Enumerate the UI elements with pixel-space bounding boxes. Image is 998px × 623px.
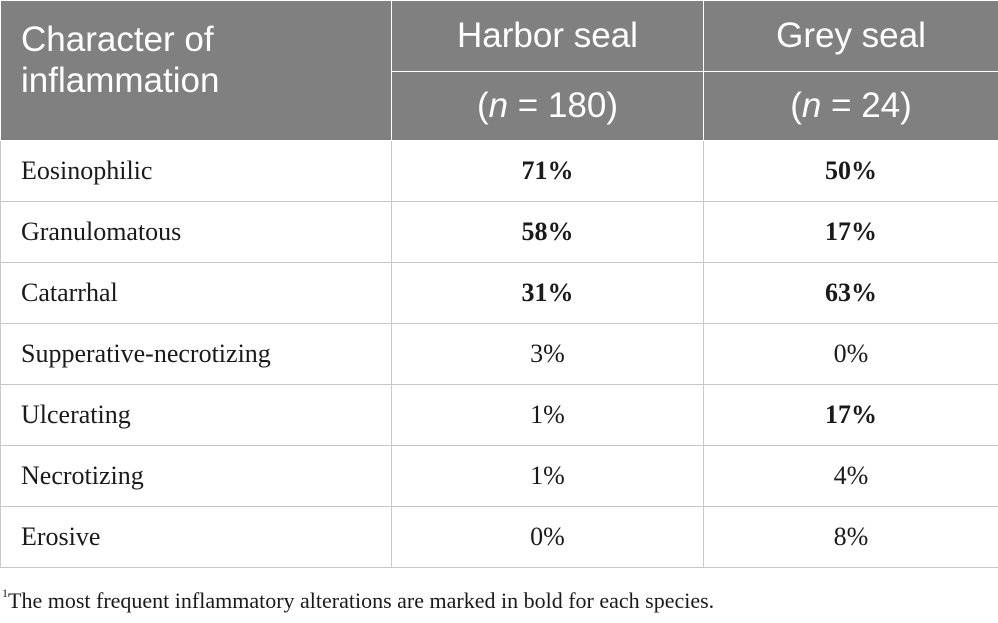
header-grey-seal-n: (n = 24) xyxy=(703,71,998,141)
table-row: Ulcerating 1% 17% xyxy=(0,384,998,446)
row-label: Erosive xyxy=(0,506,392,568)
n-symbol: n xyxy=(801,86,822,125)
grey-seal-value: 50% xyxy=(703,140,998,202)
footnote-text: The most frequent inflammatory alteratio… xyxy=(8,588,715,613)
harbor-seal-value: 58% xyxy=(391,201,704,263)
paren-open: ( xyxy=(476,86,489,125)
row-label: Necrotizing xyxy=(0,445,392,507)
row-label: Granulomatous xyxy=(0,201,392,263)
header-grey-seal: Grey seal xyxy=(703,0,998,72)
harbor-seal-value: 3% xyxy=(391,323,704,385)
table-row: Erosive 0% 8% xyxy=(0,506,998,568)
grey-seal-value: 63% xyxy=(703,262,998,324)
header-harbor-seal-n: (n = 180) xyxy=(391,71,704,141)
row-label: Catarrhal xyxy=(0,262,392,324)
table-row: Catarrhal 31% 63% xyxy=(0,262,998,324)
grey-seal-value: 4% xyxy=(703,445,998,507)
grey-seal-value: 0% xyxy=(703,323,998,385)
harbor-seal-value: 71% xyxy=(391,140,704,202)
harbor-seal-value: 1% xyxy=(391,445,704,507)
table-footnote: 1The most frequent inflammatory alterati… xyxy=(2,586,715,614)
n-value: = 180) xyxy=(508,86,619,125)
header-harbor-seal: Harbor seal xyxy=(391,0,704,72)
grey-seal-value: 17% xyxy=(703,384,998,446)
footnote-marker: 1 xyxy=(2,586,8,600)
grey-seal-value: 17% xyxy=(703,201,998,263)
table-header: Character of inflammation Harbor seal Gr… xyxy=(0,0,998,141)
n-value: = 24) xyxy=(821,86,912,125)
row-label: Ulcerating xyxy=(0,384,392,446)
harbor-seal-value: 0% xyxy=(391,506,704,568)
row-label: Supperative-necrotizing xyxy=(0,323,392,385)
table-row: Eosinophilic 71% 50% xyxy=(0,140,998,202)
harbor-seal-value: 31% xyxy=(391,262,704,324)
table-row: Granulomatous 58% 17% xyxy=(0,201,998,263)
header-character-of-inflammation: Character of inflammation xyxy=(0,0,392,141)
inflammation-table: Character of inflammation Harbor seal Gr… xyxy=(0,0,998,568)
table-body: Eosinophilic 71% 50% Granulomatous 58% 1… xyxy=(0,140,998,568)
harbor-seal-value: 1% xyxy=(391,384,704,446)
row-label: Eosinophilic xyxy=(0,140,392,202)
paren-open: ( xyxy=(790,86,802,125)
table-row: Supperative-necrotizing 3% 0% xyxy=(0,323,998,385)
n-symbol: n xyxy=(488,86,509,125)
table-row: Necrotizing 1% 4% xyxy=(0,445,998,507)
grey-seal-value: 8% xyxy=(703,506,998,568)
